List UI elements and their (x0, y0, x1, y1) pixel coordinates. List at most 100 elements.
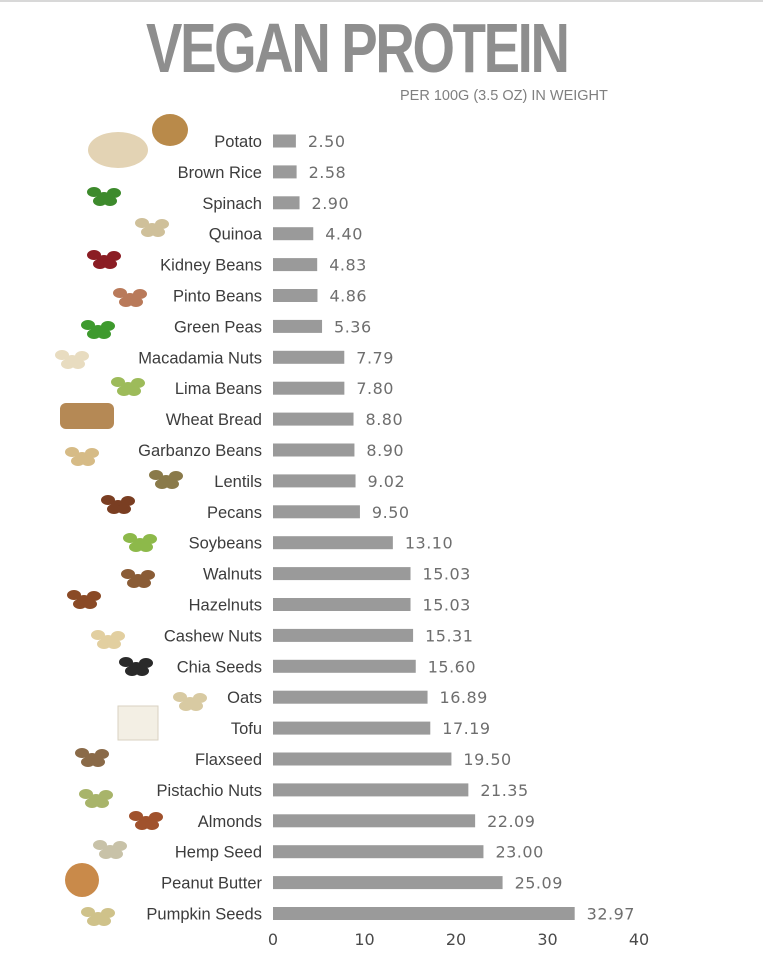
food-piece (121, 569, 135, 579)
food-piece (71, 359, 85, 369)
food-piece (61, 359, 75, 369)
category-label: Pistachio Nuts (157, 782, 262, 800)
food-piece (107, 188, 121, 198)
oats-icon (173, 692, 207, 711)
potato (152, 114, 188, 146)
food-piece (81, 320, 95, 330)
pumpkin-seeds-icon (81, 907, 115, 926)
pistachio-nuts-icon (79, 789, 113, 808)
food-piece (103, 196, 117, 206)
value-label: 15.31 (425, 626, 473, 645)
food-piece (113, 288, 127, 298)
category-label: Wheat Bread (166, 411, 262, 429)
food-piece (97, 329, 111, 339)
food-piece (139, 542, 153, 552)
value-label: 23.00 (495, 843, 543, 862)
value-label: 25.09 (515, 874, 563, 893)
rice-pile (88, 132, 148, 168)
value-label: 9.02 (368, 472, 406, 491)
category-label: Peanut Butter (161, 875, 262, 893)
food-piece (141, 570, 155, 580)
category-label: Green Peas (174, 318, 262, 336)
food-piece (149, 812, 163, 822)
food-piece (117, 386, 131, 396)
food-piece (87, 591, 101, 601)
category-label: Potato (214, 133, 262, 151)
soybeans-icon (123, 533, 157, 552)
chart-title: VEGAN PROTEIN (146, 9, 570, 87)
category-label: Walnuts (203, 566, 262, 584)
top-border (0, 0, 763, 2)
hemp-seed-icon (93, 840, 127, 859)
chart-subtitle: PER 100G (3.5 OZ) IN WEIGHT (400, 88, 608, 104)
bar (273, 474, 356, 488)
bar (273, 443, 355, 457)
food-piece (173, 692, 187, 702)
food-piece (107, 639, 121, 649)
food-piece (131, 378, 145, 388)
bar (273, 319, 323, 333)
food-piece (73, 599, 87, 609)
lentils-icon (149, 470, 183, 489)
bread-slices (60, 403, 114, 429)
food-piece (65, 447, 79, 457)
category-label: Tofu (231, 720, 262, 738)
bar (273, 289, 318, 302)
kidney-beans-icon (87, 250, 121, 269)
value-label: 13.10 (405, 534, 453, 553)
food-piece (79, 789, 93, 799)
wheat-bread-icon (60, 403, 114, 429)
lima-beans-icon (111, 377, 145, 396)
category-labels: Potato Brown Rice Spinach Quinoa Kidney Bean… (138, 133, 263, 924)
category-label: Macadamia Nuts (138, 349, 262, 367)
category-label: Pumpkin Seeds (146, 906, 262, 924)
food-piece (193, 693, 207, 703)
garbanzo-beans-icon (65, 447, 99, 466)
food-piece (97, 916, 111, 926)
category-label: Almonds (198, 813, 262, 831)
food-piece (113, 841, 127, 851)
flaxseed-icon (75, 748, 109, 767)
food-piece (87, 187, 101, 197)
value-label: 22.09 (487, 812, 535, 831)
value-label: 19.50 (463, 750, 511, 769)
food-piece (87, 250, 101, 260)
food-piece (125, 666, 139, 676)
value-label: 5.36 (334, 317, 372, 336)
food-piece (67, 590, 81, 600)
food-piece (119, 657, 133, 667)
category-label: Brown Rice (178, 164, 262, 182)
x-tick-label: 30 (537, 930, 557, 949)
food-piece (135, 666, 149, 676)
value-label: 2.50 (308, 132, 346, 151)
tofu-icon (117, 705, 159, 741)
category-label: Garbanzo Beans (138, 442, 262, 460)
food-piece (91, 630, 105, 640)
bar (273, 567, 411, 581)
bar (273, 721, 431, 735)
food-piece (139, 658, 153, 668)
bar (273, 536, 393, 550)
food-piece (107, 504, 121, 514)
food-piece (55, 350, 69, 360)
x-axis-ticks: 0 10 20 30 40 (268, 930, 649, 949)
bar (273, 227, 314, 241)
pecans-icon (101, 495, 135, 514)
peanut-butter-dollop (65, 863, 99, 897)
tofu-block (117, 705, 159, 741)
food-piece (141, 227, 155, 237)
food-piece (99, 849, 113, 859)
category-label: Flaxseed (195, 751, 262, 769)
bar (273, 690, 428, 704)
value-label: 9.50 (372, 503, 410, 522)
value-label: 15.03 (423, 596, 471, 615)
spinach-icon (87, 187, 121, 206)
chia-seeds-icon (119, 657, 153, 676)
category-label: Hazelnuts (189, 597, 262, 615)
food-piece (121, 496, 135, 506)
value-labels: 2.50 2.58 2.90 4.40 4.83 4.86 5.36 7.79 7.80 8.80… (308, 132, 635, 924)
food-piece (143, 534, 157, 544)
value-label: 15.60 (428, 657, 476, 676)
food-piece (71, 456, 85, 466)
food-piece (101, 908, 115, 918)
